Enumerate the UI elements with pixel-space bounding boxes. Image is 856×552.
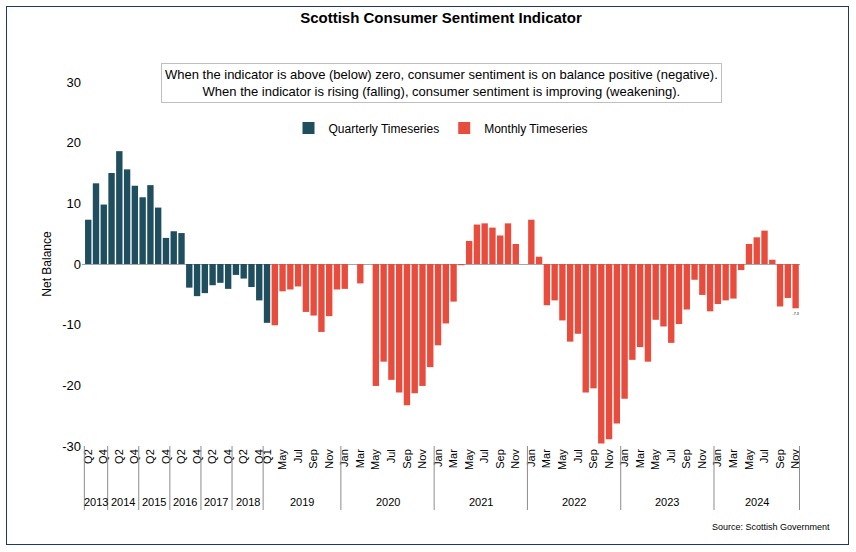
svg-text:Sep: Sep [401, 449, 413, 469]
svg-text:2024: 2024 [745, 496, 769, 508]
svg-text:2016: 2016 [173, 496, 197, 508]
svg-text:Mar: Mar [727, 449, 739, 468]
svg-text:Jan: Jan [338, 449, 350, 467]
svg-text:Jul: Jul [572, 449, 584, 463]
svg-text:-30: -30 [62, 439, 81, 454]
svg-text:Q2: Q2 [113, 449, 125, 464]
svg-text:Jul: Jul [292, 449, 304, 463]
svg-text:Source: Scottish Government: Source: Scottish Government [712, 522, 830, 532]
svg-text:Mar: Mar [634, 449, 646, 468]
svg-text:Quarterly Timeseries: Quarterly Timeseries [329, 122, 440, 136]
svg-text:May: May [369, 449, 381, 470]
svg-text:2020: 2020 [376, 496, 400, 508]
svg-text:2022: 2022 [562, 496, 586, 508]
svg-text:May: May [743, 449, 755, 470]
svg-text:Q2: Q2 [144, 449, 156, 464]
svg-text:Mar: Mar [540, 449, 552, 468]
svg-text:Jul: Jul [758, 449, 770, 463]
svg-text:2018: 2018 [236, 496, 260, 508]
svg-text:Sep: Sep [587, 449, 599, 469]
svg-text:2014: 2014 [111, 496, 135, 508]
svg-text:2015: 2015 [142, 496, 166, 508]
svg-text:Q4: Q4 [97, 449, 109, 464]
svg-text:20: 20 [67, 135, 81, 150]
svg-text:Net Balance: Net Balance [40, 231, 54, 297]
svg-text:Nov: Nov [509, 449, 521, 469]
svg-text:May: May [556, 449, 568, 470]
svg-text:Q4: Q4 [222, 449, 234, 464]
svg-text:2019: 2019 [290, 496, 314, 508]
svg-text:Q2: Q2 [82, 449, 94, 464]
svg-text:30: 30 [67, 75, 81, 90]
svg-text:Jul: Jul [478, 449, 490, 463]
svg-text:2023: 2023 [655, 496, 679, 508]
svg-text:2017: 2017 [204, 496, 228, 508]
svg-text:Sep: Sep [307, 449, 319, 469]
svg-text:Mar: Mar [354, 449, 366, 468]
svg-text:Jan: Jan [432, 449, 444, 467]
svg-text:Mar: Mar [447, 449, 459, 468]
svg-text:-20: -20 [62, 378, 81, 393]
svg-text:2021: 2021 [469, 496, 493, 508]
svg-text:2013: 2013 [84, 496, 108, 508]
svg-text:Nov: Nov [789, 449, 801, 469]
svg-text:Nov: Nov [416, 449, 428, 469]
svg-text:Q4: Q4 [160, 449, 172, 464]
svg-text:Q4: Q4 [253, 449, 265, 464]
svg-text:Jan: Jan [618, 449, 630, 467]
svg-text:Nov: Nov [603, 449, 615, 469]
svg-text:Sep: Sep [494, 449, 506, 469]
svg-text:Q4: Q4 [128, 449, 140, 464]
svg-text:Q2: Q2 [175, 449, 187, 464]
svg-text:10: 10 [67, 196, 81, 211]
svg-text:-10: -10 [62, 317, 81, 332]
svg-text:Nov: Nov [696, 449, 708, 469]
svg-text:Q4: Q4 [191, 449, 203, 464]
svg-text:May: May [463, 449, 475, 470]
svg-text:Jul: Jul [665, 449, 677, 463]
svg-text:Q1: Q1 [261, 449, 273, 464]
svg-text:May: May [649, 449, 661, 470]
svg-text:0: 0 [74, 257, 81, 272]
svg-text:Sep: Sep [774, 449, 786, 469]
svg-text:Nov: Nov [323, 449, 335, 469]
svg-text:Sep: Sep [680, 449, 692, 469]
svg-text:Scottish Consumer Sentiment In: Scottish Consumer Sentiment Indicator [300, 9, 582, 26]
svg-text:-7.3: -7.3 [792, 312, 798, 316]
svg-text:Q2: Q2 [237, 449, 249, 464]
svg-text:Jan: Jan [525, 449, 537, 467]
svg-text:Jan: Jan [711, 449, 723, 467]
svg-text:Q2: Q2 [206, 449, 218, 464]
svg-text:May: May [276, 449, 288, 470]
svg-text:Jul: Jul [385, 449, 397, 463]
svg-text:When the indicator is above (b: When the indicator is above (below) zero… [165, 67, 718, 99]
svg-text:Monthly Timeseries: Monthly Timeseries [484, 122, 587, 136]
